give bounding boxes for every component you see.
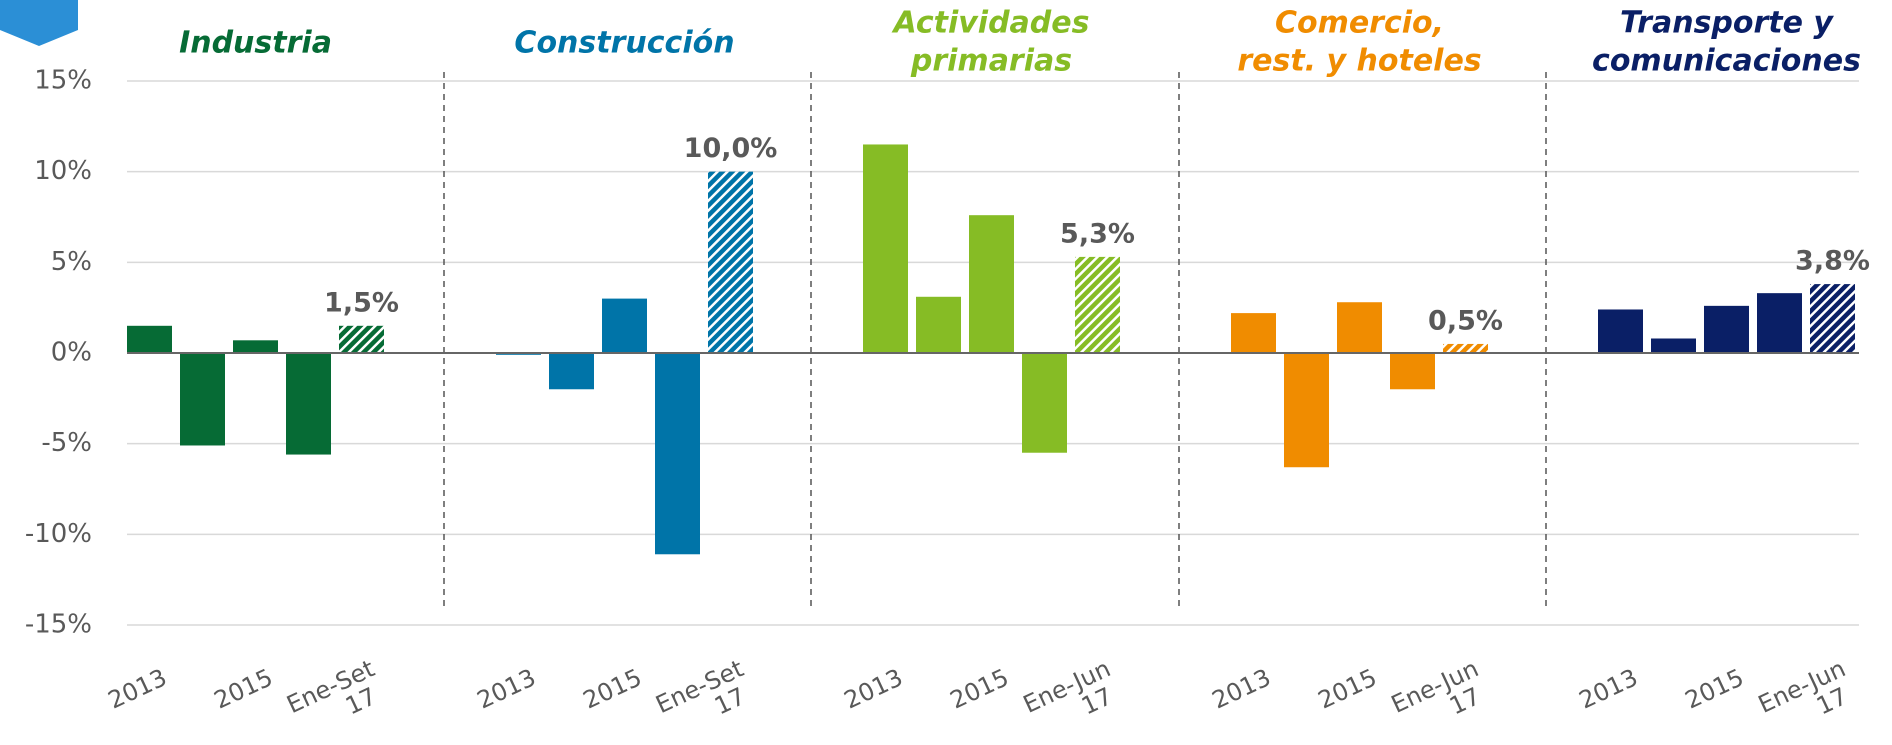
panel-title: Construcción [514,26,734,61]
bar [1390,353,1435,390]
bar [180,353,225,446]
panel-title: comunicaciones [1592,44,1861,79]
x-tick-label: Ene-Jun17 [1754,654,1861,742]
value-label: 5,3% [1060,218,1135,249]
bar [1337,302,1382,353]
y-tick-label: 0% [51,338,92,368]
bar [233,340,278,353]
bar [1231,313,1276,353]
x-tick-label: 2013 [1575,663,1642,714]
y-tick-label: 5% [51,247,92,277]
bar [1598,309,1643,353]
x-tick-label: 2015 [946,663,1013,714]
bar [1075,256,1120,353]
x-tick-label: 2013 [1208,663,1275,714]
y-tick-label: -15% [25,610,92,640]
x-tick-label: 2013 [840,663,907,714]
bar [969,215,1014,353]
bar [1651,338,1696,353]
bar [602,298,647,353]
y-tick-label: -10% [25,519,92,549]
bar [1443,343,1488,353]
bar [286,353,331,455]
panel-title: Industria [179,26,332,61]
value-label: 10,0% [684,133,778,164]
panel-title: Comercio, [1275,6,1444,41]
x-tick-label: Ene-Jun17 [1019,654,1126,742]
bar [863,144,908,353]
bar [1757,293,1802,353]
value-label: 1,5% [324,287,399,318]
panel-title: Actividades [892,6,1090,41]
bar [1704,305,1749,353]
logo-icon [0,0,78,46]
x-tick-label: 2015 [1314,663,1381,714]
x-tick-label: Ene-Set17 [651,654,758,742]
x-tick-label: 2015 [210,663,277,714]
bar [127,325,172,353]
y-tick-label: -5% [41,428,92,458]
panel-title: primarias [910,44,1072,79]
y-tick-label: 15% [34,66,92,96]
panel-title: rest. y hoteles [1237,44,1481,79]
x-tick-label: Ene-Set17 [282,654,389,742]
x-tick-label: 2013 [104,663,171,714]
x-tick-label: 2015 [579,663,646,714]
panel-title: Transporte y [1620,6,1834,41]
bar [916,296,961,353]
value-label: 0,5% [1428,305,1503,336]
bar [1022,353,1067,453]
bar [1810,284,1855,353]
bar [1284,353,1329,468]
x-tick-label: Ene-Jun17 [1387,654,1494,742]
bar [339,325,384,353]
x-tick-label: 2013 [473,663,540,714]
bar [655,353,700,555]
value-label: 3,8% [1795,246,1870,277]
bar [549,353,594,390]
bar [708,171,753,353]
x-tick-label: 2015 [1681,663,1748,714]
y-tick-label: 10% [34,156,92,186]
